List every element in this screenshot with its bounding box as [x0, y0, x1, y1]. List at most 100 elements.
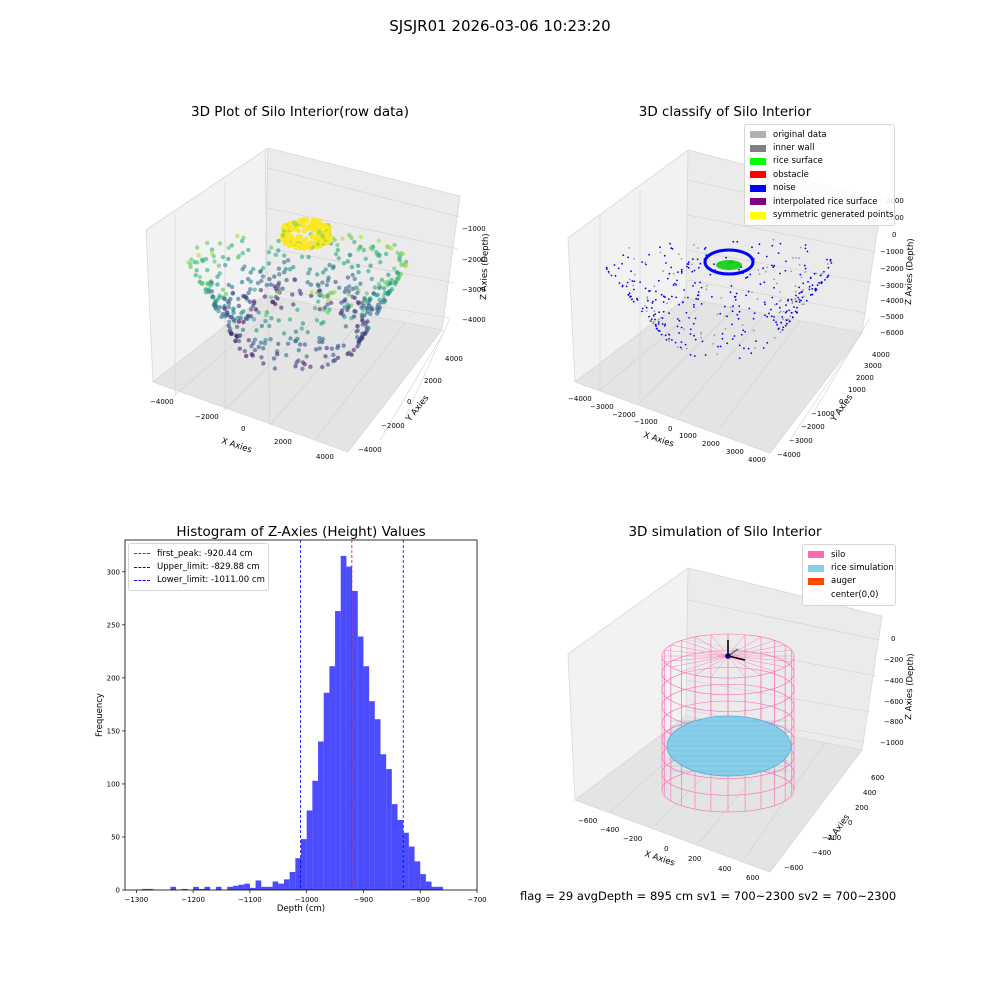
raw-point	[203, 290, 209, 295]
classify-point	[795, 256, 797, 259]
raw-point	[298, 244, 303, 250]
raw-point	[312, 237, 318, 243]
simulation-plot-title: 3D simulation of Silo Interior	[628, 524, 822, 540]
classify-x-tick: −4000	[568, 395, 592, 403]
raw-point	[260, 266, 266, 271]
classify-point	[691, 270, 694, 273]
raw-point	[331, 236, 336, 241]
raw-point	[243, 316, 249, 321]
raw-point	[326, 225, 332, 231]
classify-z-tick: −5000	[880, 313, 904, 321]
raw-point	[368, 311, 373, 316]
histogram-bar	[295, 858, 301, 890]
raw-point	[368, 296, 373, 301]
classify-point	[820, 281, 823, 283]
raw-point	[376, 281, 382, 287]
raw-point	[207, 287, 212, 293]
raw-point	[276, 266, 282, 271]
raw-point	[285, 240, 291, 245]
classify-point	[693, 334, 695, 337]
classify-point	[718, 261, 721, 264]
raw-point	[352, 295, 357, 301]
raw-point	[279, 305, 284, 310]
raw-point	[281, 227, 286, 232]
classify-point	[645, 310, 648, 312]
raw-point	[317, 238, 322, 243]
classify-point	[766, 342, 769, 344]
classify-point	[703, 258, 706, 260]
classify-point	[780, 321, 783, 324]
raw-point	[285, 227, 291, 232]
histogram-bar	[386, 769, 392, 890]
classify-point	[774, 303, 776, 306]
raw-point	[291, 227, 297, 232]
raw-point	[241, 319, 246, 325]
raw-point	[319, 241, 325, 246]
histogram-reference-lines	[300, 540, 404, 890]
raw-point	[230, 290, 236, 296]
raw-point	[226, 256, 231, 262]
raw-point	[321, 319, 326, 325]
raw-point	[282, 237, 288, 242]
raw-point	[285, 230, 291, 236]
silo-roof-line	[664, 655, 729, 662]
raw-point	[237, 346, 242, 351]
raw-point	[322, 231, 328, 237]
classify-point	[648, 290, 650, 292]
raw-point	[280, 233, 285, 238]
classify-y-tick: −2000	[801, 423, 825, 431]
raw-point	[360, 317, 365, 323]
raw-point	[383, 290, 388, 295]
raw-point	[321, 294, 326, 299]
classify-point	[798, 301, 801, 303]
raw-point	[340, 236, 345, 241]
classify-point	[799, 273, 802, 276]
raw-point	[273, 294, 279, 300]
raw-point	[295, 336, 300, 342]
histogram-bars	[142, 555, 443, 890]
raw-point	[288, 226, 294, 232]
raw-point	[228, 326, 233, 332]
classify-point	[678, 303, 680, 306]
raw-point	[188, 264, 193, 270]
classify-point	[658, 330, 661, 332]
raw-point	[356, 301, 361, 306]
simulation-z-tick: −200	[884, 656, 903, 664]
raw-point	[381, 300, 387, 305]
raw-point	[363, 298, 368, 303]
classify-point	[658, 318, 660, 321]
raw-point	[233, 338, 238, 343]
raw-point	[342, 289, 347, 294]
raw-point	[386, 272, 391, 277]
raw-point	[305, 330, 310, 335]
raw-point	[281, 225, 287, 230]
raw-point	[366, 301, 371, 306]
raw-point	[267, 276, 272, 282]
classify-point	[680, 272, 683, 274]
raw-point	[315, 241, 321, 247]
classify-point	[798, 298, 801, 301]
raw-point	[228, 331, 234, 337]
classify-point	[829, 258, 832, 261]
classify-point	[771, 264, 773, 267]
raw-point	[317, 346, 322, 351]
classify-point	[728, 261, 731, 264]
raw-point	[369, 276, 374, 282]
raw-point	[368, 307, 373, 312]
raw-point	[389, 277, 394, 283]
raw-point	[205, 240, 210, 246]
silo-wireframe	[661, 633, 795, 813]
classify-point	[814, 289, 817, 292]
raw-point	[337, 285, 342, 290]
classify-point	[791, 302, 794, 305]
raw-point	[320, 339, 325, 345]
classify-point	[763, 281, 766, 284]
classify-point	[656, 328, 658, 330]
raw-point	[286, 232, 292, 237]
raw-point	[220, 295, 226, 300]
raw-point	[230, 307, 236, 312]
simulation-y-tick: 400	[863, 789, 876, 797]
raw-point	[217, 305, 222, 310]
raw-point	[251, 300, 257, 306]
raw-point	[298, 244, 304, 250]
